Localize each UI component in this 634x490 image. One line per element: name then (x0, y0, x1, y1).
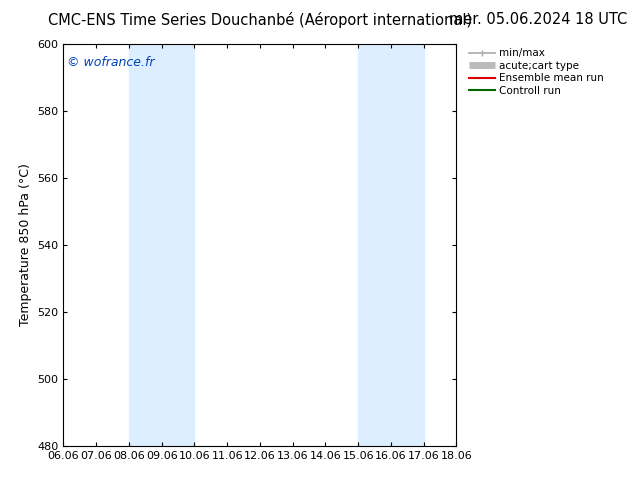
Legend: min/max, acute;cart type, Ensemble mean run, Controll run: min/max, acute;cart type, Ensemble mean … (464, 44, 607, 100)
Text: © wofrance.fr: © wofrance.fr (67, 56, 155, 69)
Text: mer. 05.06.2024 18 UTC: mer. 05.06.2024 18 UTC (450, 12, 628, 27)
Bar (129, 44, 195, 446)
Y-axis label: Temperature 850 hPa (°C): Temperature 850 hPa (°C) (19, 164, 32, 326)
Text: CMC-ENS Time Series Douchanbé (Aéroport international): CMC-ENS Time Series Douchanbé (Aéroport … (48, 12, 472, 28)
Bar (358, 44, 424, 446)
